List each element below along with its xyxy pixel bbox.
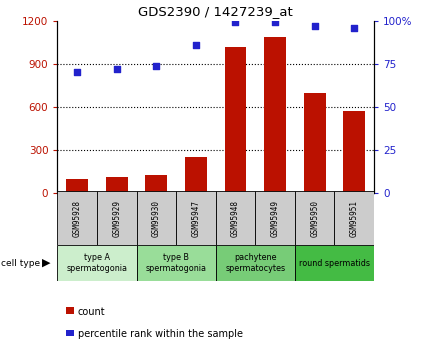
Bar bbox=[185, 157, 207, 193]
Bar bbox=[295, 245, 374, 281]
Text: GSM95928: GSM95928 bbox=[73, 200, 82, 237]
Point bbox=[311, 23, 318, 29]
Text: GSM95950: GSM95950 bbox=[310, 200, 319, 237]
Point bbox=[193, 42, 199, 48]
Text: type B
spermatogonia: type B spermatogonia bbox=[146, 253, 207, 273]
Text: GSM95947: GSM95947 bbox=[191, 200, 201, 237]
Text: GSM95949: GSM95949 bbox=[271, 200, 280, 237]
Text: count: count bbox=[78, 307, 105, 316]
Bar bbox=[295, 191, 334, 245]
Point bbox=[153, 63, 160, 68]
Bar bbox=[176, 191, 215, 245]
Bar bbox=[224, 47, 246, 193]
Bar bbox=[255, 191, 295, 245]
Text: percentile rank within the sample: percentile rank within the sample bbox=[78, 329, 243, 339]
Bar bbox=[136, 191, 176, 245]
Bar bbox=[304, 93, 326, 193]
Bar bbox=[66, 179, 88, 193]
Text: ▶: ▶ bbox=[42, 258, 50, 268]
Bar bbox=[215, 191, 255, 245]
Point bbox=[74, 70, 81, 75]
Bar bbox=[136, 245, 215, 281]
Bar bbox=[145, 175, 167, 193]
Text: type A
spermatogonia: type A spermatogonia bbox=[66, 253, 128, 273]
Point bbox=[232, 20, 239, 25]
Bar bbox=[264, 37, 286, 193]
Bar bbox=[334, 191, 374, 245]
Text: GSM95930: GSM95930 bbox=[152, 200, 161, 237]
Point bbox=[351, 25, 357, 30]
Bar bbox=[57, 245, 136, 281]
Title: GDS2390 / 1427239_at: GDS2390 / 1427239_at bbox=[138, 5, 293, 18]
Point bbox=[113, 66, 120, 72]
Text: cell type: cell type bbox=[1, 258, 40, 268]
Text: pachytene
spermatocytes: pachytene spermatocytes bbox=[225, 253, 285, 273]
Point bbox=[272, 20, 278, 25]
Bar bbox=[106, 177, 128, 193]
Bar bbox=[215, 245, 295, 281]
Bar bbox=[57, 191, 97, 245]
Text: GSM95929: GSM95929 bbox=[112, 200, 121, 237]
Text: GSM95951: GSM95951 bbox=[350, 200, 359, 237]
Text: GSM95948: GSM95948 bbox=[231, 200, 240, 237]
Text: round spermatids: round spermatids bbox=[299, 258, 370, 268]
Bar bbox=[97, 191, 136, 245]
Bar bbox=[343, 110, 365, 193]
